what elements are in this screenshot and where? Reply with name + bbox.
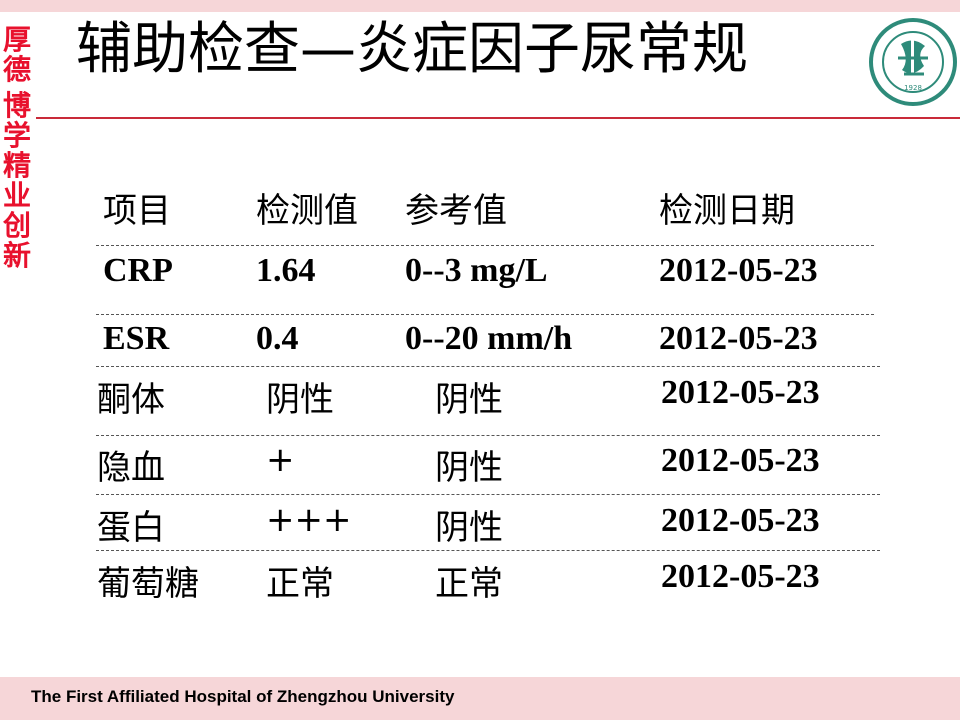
cell-value: +++ [266, 500, 352, 540]
row-divider [96, 314, 874, 315]
cell-date: 2012-05-23 [661, 442, 820, 479]
col-header-date: 检测日期 [659, 191, 795, 231]
motto-char: 学 [2, 119, 31, 152]
cell-reference: 阴性 [435, 508, 503, 548]
cell-value: 1.64 [256, 252, 316, 289]
cell-date: 2012-05-23 [661, 502, 820, 539]
cell-reference: 0--20 mm/h [405, 320, 573, 357]
motto-char: 德 [2, 53, 31, 86]
footer-band [0, 677, 960, 720]
motto-char: 厚 [2, 23, 31, 56]
page-title: 辅助检查—炎症因子尿常规 [76, 17, 748, 82]
cell-item: CRP [103, 252, 173, 289]
cell-item: 隐血 [97, 448, 165, 488]
cell-value: 0.4 [256, 320, 299, 357]
title-divider [36, 117, 960, 119]
cell-item: 酮体 [97, 380, 165, 420]
motto-char: 博 [2, 89, 31, 122]
cell-reference: 阴性 [435, 380, 503, 420]
cell-reference: 阴性 [435, 448, 503, 488]
cell-date: 2012-05-23 [659, 252, 818, 289]
row-divider [96, 494, 880, 495]
cell-date: 2012-05-23 [661, 374, 820, 411]
col-header-reference: 参考值 [405, 191, 507, 231]
row-divider [96, 550, 880, 551]
hospital-logo: 1928 [869, 18, 957, 106]
cell-reference: 正常 [435, 564, 503, 604]
cell-date: 2012-05-23 [659, 320, 818, 357]
top-band [0, 0, 960, 12]
cell-reference: 0--3 mg/L [405, 252, 548, 289]
motto-char: 新 [2, 239, 31, 272]
row-divider [96, 245, 874, 246]
row-divider [96, 366, 880, 367]
row-divider [96, 435, 880, 436]
cell-value: 正常 [266, 564, 334, 604]
motto-column: 厚 德 博 学 精 业 创 新 [2, 26, 32, 272]
cell-item: ESR [103, 320, 170, 357]
cell-item: 葡萄糖 [97, 564, 199, 604]
motto-char: 创 [2, 209, 31, 242]
footer-hospital-name: The First Affiliated Hospital of Zhengzh… [31, 687, 455, 706]
motto-char: 业 [2, 179, 31, 212]
col-header-item: 项目 [103, 191, 171, 231]
cell-value: + [266, 440, 295, 480]
cell-value: 阴性 [266, 380, 334, 420]
motto-char: 精 [2, 149, 31, 182]
col-header-value: 检测值 [256, 191, 358, 231]
side-band [0, 12, 34, 396]
cell-item: 蛋白 [97, 508, 165, 548]
logo-year: 1928 [904, 84, 922, 92]
cell-date: 2012-05-23 [661, 558, 820, 595]
